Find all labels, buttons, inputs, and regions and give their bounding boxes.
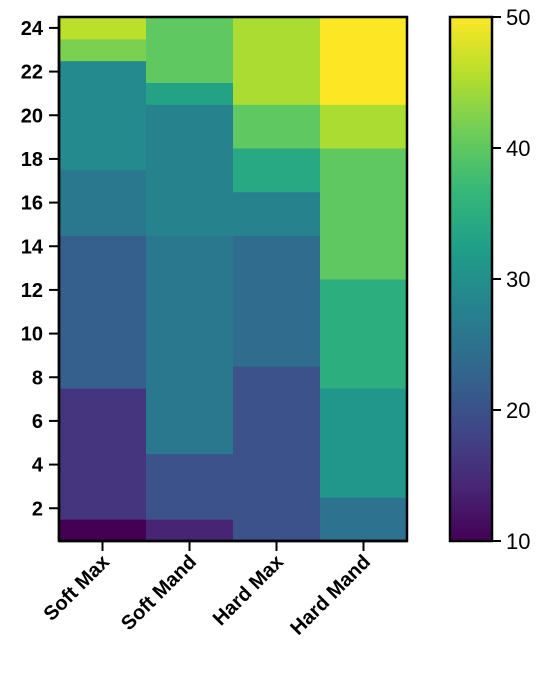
y-tick-label: 16 [21, 193, 43, 215]
heatmap-cell [233, 148, 321, 193]
y-tick-label: 4 [32, 455, 44, 477]
heatmap-cell [59, 169, 147, 236]
y-tick-label: 2 [32, 498, 43, 520]
heatmap-cell [320, 148, 408, 280]
heatmap-cell [146, 519, 234, 542]
heatmap-cell [233, 191, 321, 236]
y-tick-label: 18 [21, 149, 43, 171]
heatmap-cell [233, 17, 321, 105]
y-tick-label: 12 [21, 280, 43, 302]
heatmap-cell [146, 104, 234, 236]
heatmap-cell [146, 235, 234, 455]
heatmap-cell [59, 60, 147, 171]
plot-frame [57, 15, 409, 543]
heatmap-cell [146, 453, 234, 520]
heatmap-cell [320, 279, 408, 389]
heatmap-cell [146, 17, 234, 83]
heatmap-cell [59, 519, 147, 542]
x-tick-label: Hard Mand [286, 551, 375, 640]
heatmap-cell [233, 366, 321, 542]
colorbar-tick-label: 30 [506, 267, 530, 292]
heatmap-cell [320, 104, 408, 149]
colorbar [448, 15, 494, 543]
x-tick-label: Hard Max [209, 551, 288, 630]
colorbar-tick-label: 40 [506, 136, 530, 161]
y-tick-label: 24 [21, 18, 44, 40]
heatmap-cells [59, 17, 408, 542]
heatmap-cell [233, 235, 321, 367]
y-tick-label: 10 [21, 324, 43, 346]
heatmap-cell [59, 235, 147, 389]
heatmap-cell [320, 497, 408, 542]
colorbar-tick-label: 50 [506, 5, 530, 30]
colorbar-ticks: 10 20 30 40 50 [492, 5, 530, 554]
colorbar-tick-label: 20 [506, 398, 530, 423]
heatmap-cell [59, 38, 147, 62]
x-tick-label: Soft Mand [117, 551, 201, 635]
y-tick-label: 14 [21, 236, 44, 258]
heatmap-cell [59, 388, 147, 520]
y-tick-label: 8 [32, 367, 43, 389]
y-tick-label: 20 [21, 105, 43, 127]
heatmap-cell [320, 17, 408, 105]
heatmap-cell [233, 104, 321, 149]
heatmap-cell [320, 388, 408, 498]
y-tick-label: 22 [21, 62, 43, 84]
heatmap-cell [59, 17, 147, 40]
x-tick-label: Soft Max [40, 551, 114, 625]
y-tick-label: 6 [32, 411, 43, 433]
colorbar-tick-label: 10 [506, 529, 530, 554]
heatmap-cell [146, 82, 234, 105]
